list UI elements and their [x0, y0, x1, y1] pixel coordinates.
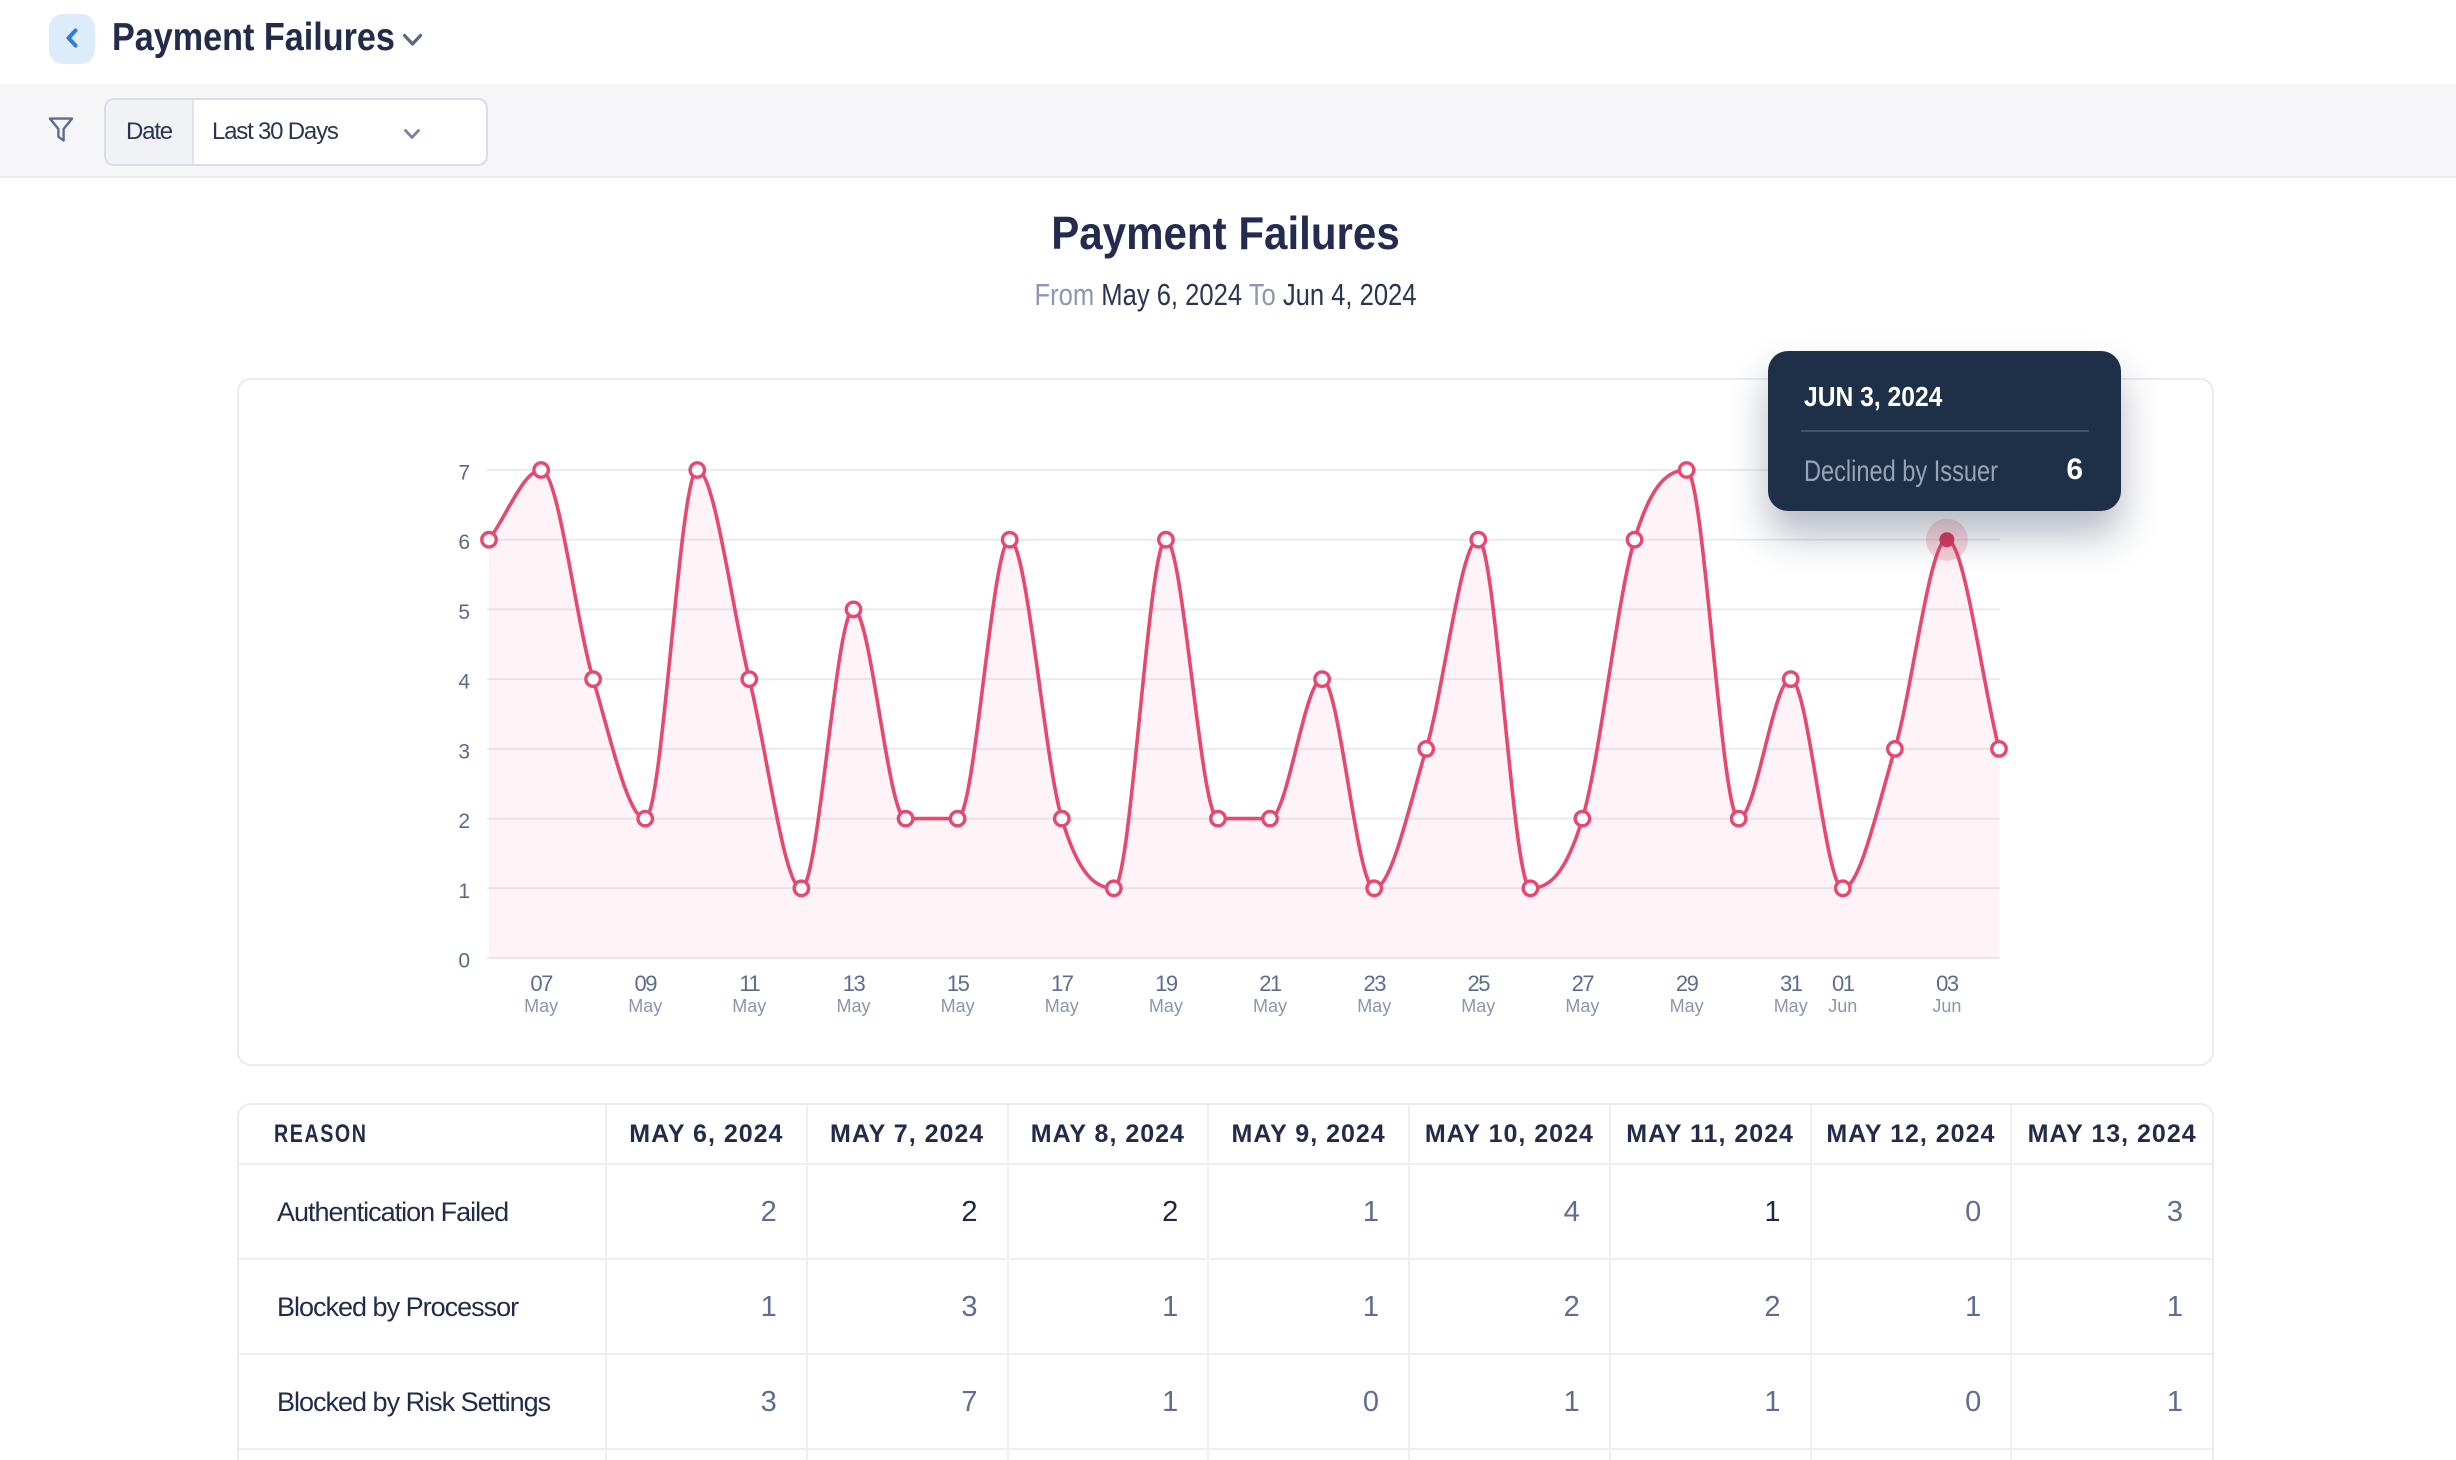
svg-text:21: 21	[1259, 971, 1282, 996]
svg-text:6: 6	[458, 531, 470, 554]
svg-text:13: 13	[843, 971, 866, 996]
svg-text:4: 4	[458, 671, 470, 694]
svg-text:May: May	[1149, 996, 1183, 1016]
svg-text:01: 01	[1832, 971, 1855, 996]
svg-text:29: 29	[1676, 971, 1699, 996]
svg-text:5: 5	[458, 601, 470, 624]
svg-text:Jun: Jun	[1828, 996, 1857, 1016]
svg-text:09: 09	[634, 971, 657, 996]
svg-text:23: 23	[1363, 971, 1386, 996]
svg-text:11: 11	[739, 971, 760, 996]
svg-text:1: 1	[458, 880, 470, 903]
svg-text:May: May	[1565, 996, 1599, 1016]
svg-text:May: May	[1670, 996, 1704, 1016]
svg-text:May: May	[524, 996, 558, 1016]
svg-text:19: 19	[1155, 971, 1178, 996]
svg-text:3: 3	[458, 740, 470, 763]
svg-text:Jun: Jun	[1932, 996, 1961, 1016]
svg-text:2: 2	[458, 810, 470, 833]
svg-text:15: 15	[947, 971, 970, 996]
svg-text:May: May	[1045, 996, 1079, 1016]
svg-text:May: May	[836, 996, 870, 1016]
svg-text:17: 17	[1051, 971, 1074, 996]
svg-text:07: 07	[530, 971, 553, 996]
svg-text:May: May	[732, 996, 766, 1016]
svg-text:May: May	[941, 996, 975, 1016]
svg-text:31: 31	[1780, 971, 1803, 996]
svg-text:May: May	[1461, 996, 1495, 1016]
svg-text:0: 0	[458, 950, 470, 973]
svg-text:May: May	[628, 996, 662, 1016]
svg-text:03: 03	[1936, 971, 1959, 996]
svg-text:May: May	[1253, 996, 1287, 1016]
svg-text:7: 7	[458, 462, 470, 485]
svg-text:27: 27	[1572, 971, 1595, 996]
svg-text:25: 25	[1468, 971, 1491, 996]
svg-text:May: May	[1357, 996, 1391, 1016]
svg-text:May: May	[1774, 996, 1808, 1016]
